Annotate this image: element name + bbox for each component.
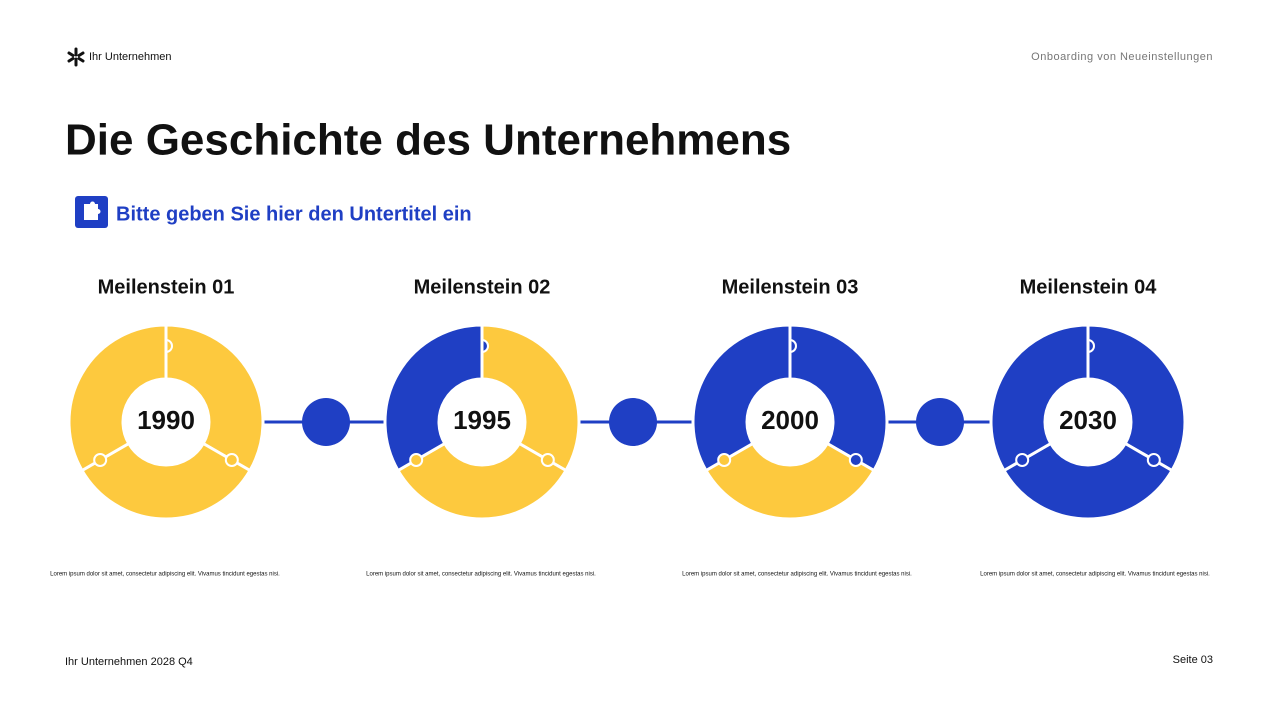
connector-dot bbox=[916, 398, 964, 446]
donut-segment bbox=[67, 323, 168, 473]
donut-segment bbox=[480, 323, 581, 473]
milestone-label: Meilenstein 02 bbox=[414, 276, 551, 298]
donut-segment bbox=[703, 441, 877, 521]
connector-dot bbox=[302, 398, 350, 446]
brand: Ihr Unternehmen bbox=[89, 51, 172, 63]
footer-left: Ihr Unternehmen 2028 Q4 bbox=[65, 656, 193, 668]
topic: Onboarding von Neueinstellungen bbox=[1031, 51, 1213, 63]
milestone-label: Meilenstein 04 bbox=[1020, 276, 1158, 298]
puzzle-icon bbox=[84, 201, 101, 220]
milestone-label: Meilenstein 03 bbox=[722, 276, 859, 298]
title: Die Geschichte des Unternehmens bbox=[65, 116, 791, 165]
donut-segment bbox=[788, 323, 889, 473]
puzzle-tab bbox=[1015, 453, 1030, 467]
puzzle-tab bbox=[717, 453, 732, 467]
puzzle-tab bbox=[848, 453, 863, 467]
milestone-text: Lorem ipsum dolor sit amet, consectetur … bbox=[50, 572, 280, 578]
puzzle-tab bbox=[1146, 453, 1161, 467]
timeline: Meilenstein 01 1990 Lorem ipsum dolor sit … bbox=[50, 276, 1210, 577]
puzzle-tab bbox=[409, 453, 424, 467]
puzzle-tab bbox=[540, 453, 555, 467]
footer-right: Seite 03 bbox=[1173, 654, 1213, 666]
donut-segment bbox=[79, 441, 253, 521]
puzzle-tab bbox=[224, 453, 239, 467]
donut-segment bbox=[395, 441, 569, 521]
donut-segment bbox=[1086, 323, 1187, 473]
subtitle: Bitte geben Sie hier den Untertitel ein bbox=[116, 203, 472, 225]
donut-segment bbox=[164, 323, 265, 473]
puzzle-tab bbox=[93, 453, 108, 467]
logo-icon bbox=[67, 47, 85, 67]
donut-segment bbox=[989, 323, 1090, 473]
milestone-text: Lorem ipsum dolor sit amet, consectetur … bbox=[682, 572, 912, 578]
milestone-text: Lorem ipsum dolor sit amet, consectetur … bbox=[980, 572, 1210, 578]
donut-segment bbox=[691, 323, 792, 473]
milestone-text: Lorem ipsum dolor sit amet, consectetur … bbox=[366, 572, 596, 578]
milestone-label: Meilenstein 01 bbox=[98, 276, 235, 298]
milestone-year: 2000 bbox=[761, 405, 819, 435]
donut-segment bbox=[383, 323, 484, 473]
milestone-year: 1990 bbox=[137, 405, 195, 435]
milestone-year: 1995 bbox=[453, 405, 511, 435]
connector-dot bbox=[609, 398, 657, 446]
donut-segment bbox=[1001, 441, 1175, 521]
milestone-year: 2030 bbox=[1059, 405, 1117, 435]
